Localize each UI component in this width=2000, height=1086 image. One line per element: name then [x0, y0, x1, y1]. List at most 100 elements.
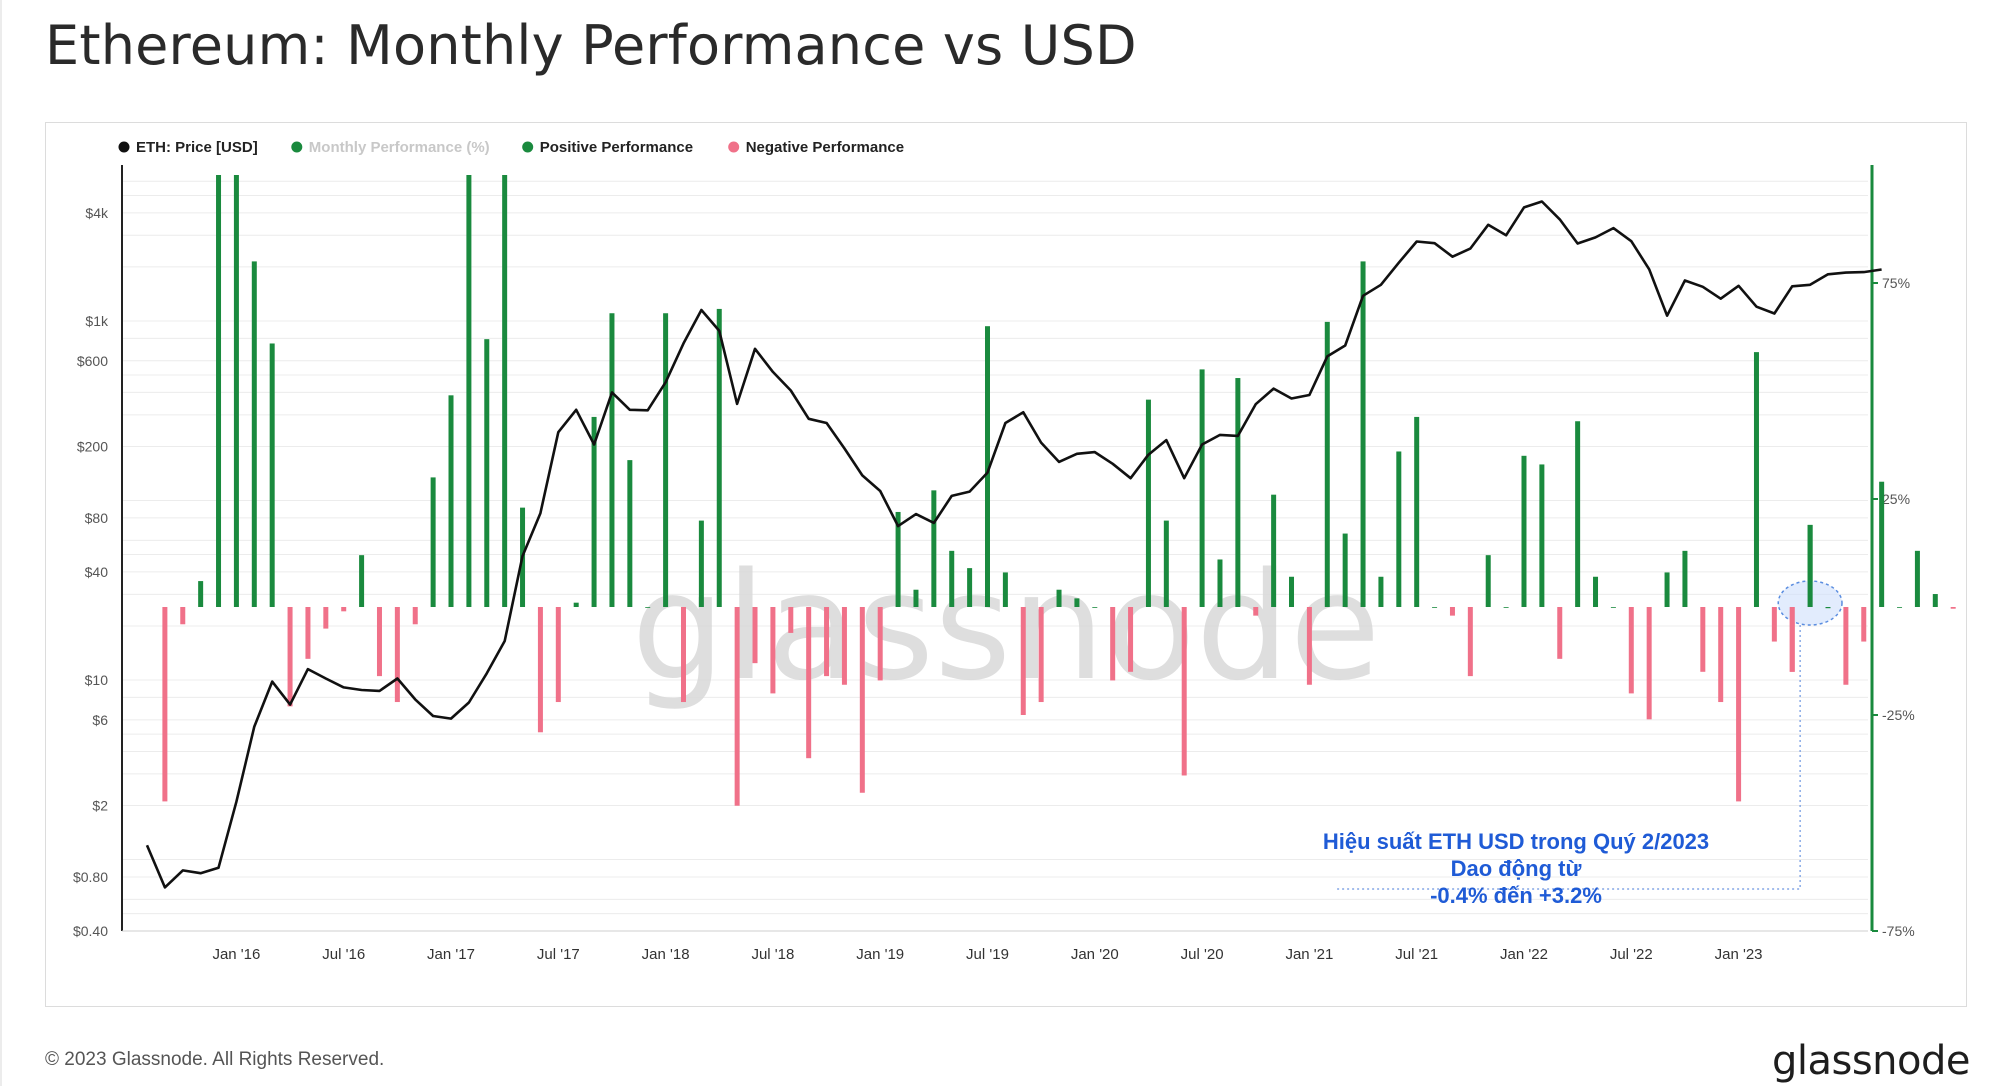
positive-bar [913, 589, 919, 607]
annotation-line: Hiệu suất ETH USD trong Quý 2/2023 [1323, 829, 1709, 854]
positive-bar [1593, 576, 1599, 607]
annotation-line: -0.4% đến +3.2% [1430, 883, 1602, 908]
left-axis-tick-label: $2 [92, 798, 108, 814]
highlighted-bar [1825, 607, 1831, 609]
x-tick-label: Jul '18 [751, 946, 794, 963]
left-axis-tick-label: $10 [85, 672, 109, 688]
negative-bar [180, 607, 186, 625]
negative-bar [341, 607, 347, 612]
chart-canvas: glassnode ETH: Price [USD] Monthly Perfor… [73, 139, 1956, 963]
negative-bar [376, 607, 382, 677]
negative-bar [734, 607, 740, 806]
positive-bar [663, 313, 669, 607]
positive-bar [1145, 399, 1151, 607]
positive-bar [251, 261, 257, 607]
positive-bar [1503, 607, 1509, 608]
left-axis-tick-label: $80 [85, 510, 109, 526]
negative-bar [1306, 607, 1312, 685]
positive-bar [573, 602, 579, 607]
negative-bar [680, 607, 686, 703]
positive-bar [591, 416, 597, 607]
left-axis-tick-label: $0.40 [73, 923, 108, 939]
page-title: Ethereum: Monthly Performance vs USD [45, 14, 1137, 77]
x-tick-label: Jul '19 [966, 946, 1009, 963]
positive-bar [1396, 451, 1402, 607]
x-tick-label: Jul '16 [322, 946, 365, 963]
negative-bar [1950, 607, 1956, 609]
price-line [145, 200, 1882, 889]
copyright-text: © 2023 Glassnode. All Rights Reserved. [45, 1049, 385, 1070]
negative-bar [1467, 607, 1473, 677]
positive-bar [1575, 421, 1581, 607]
legend[interactable]: ETH: Price [USD] Monthly Performance (%) P… [118, 139, 905, 156]
positive-bar [198, 581, 204, 607]
positive-bar [1432, 607, 1438, 608]
legend-marker [522, 141, 534, 153]
positive-bar [1879, 481, 1885, 607]
negative-bar [788, 607, 794, 633]
positive-bar [1199, 369, 1205, 607]
left-axis-tick-label: $0.80 [73, 869, 108, 885]
negative-bar [1449, 607, 1455, 616]
positive-bar [627, 460, 633, 607]
left-axis-tick-label: $40 [85, 564, 109, 580]
negative-bar [412, 607, 418, 625]
negative-bar [1736, 607, 1742, 802]
watermark-text: glassnode [631, 541, 1380, 713]
x-tick-label: Jan '17 [427, 946, 475, 963]
negative-bar [323, 607, 329, 629]
negative-bar [1700, 607, 1706, 672]
right-axis-tick-label: 75% [1882, 275, 1910, 291]
right-axis-tick-label: -75% [1882, 923, 1915, 939]
x-tick-label: Jan '22 [1500, 946, 1548, 963]
positive-bar [1092, 607, 1098, 608]
x-tick-label: Jan '20 [1071, 946, 1119, 963]
positive-bar [1521, 455, 1527, 607]
negative-bar [305, 607, 311, 659]
positive-bar [1897, 607, 1903, 608]
price-line-group [145, 200, 1882, 889]
positive-bar [1414, 416, 1420, 607]
positive-bar [1163, 520, 1169, 607]
positive-bar [484, 339, 490, 607]
negative-bar [537, 607, 543, 733]
chart-panel: glassnode ETH: Price [USD] Monthly Perfor… [45, 122, 1967, 1007]
negative-bar [1861, 607, 1867, 642]
left-axis-tick-label: $1k [85, 313, 109, 329]
positive-bar [430, 477, 436, 607]
legend-label: Monthly Performance (%) [309, 139, 490, 156]
positive-bar [1932, 594, 1938, 607]
positive-bar [1289, 576, 1295, 607]
x-tick-label: Jan '16 [212, 946, 260, 963]
positive-bar [1485, 555, 1491, 607]
axes: $4k $1k $600 $200 $80 $40 $10 $6 $2 $0.80 $0.40 75%… [73, 165, 1915, 963]
legend-marker [728, 141, 740, 153]
positive-bar [895, 511, 901, 607]
positive-bar [1360, 261, 1366, 607]
negative-bar [162, 607, 168, 802]
right-axis-tick-label: 25% [1882, 491, 1910, 507]
left-axis-tick-label: $4k [85, 205, 109, 221]
positive-bar [645, 607, 651, 608]
negative-bar [394, 607, 400, 703]
negative-bar [1843, 607, 1849, 685]
x-tick-label: Jan '23 [1715, 946, 1763, 963]
negative-bar [1181, 607, 1187, 776]
negative-bar [1557, 607, 1563, 659]
negative-bar [1771, 607, 1777, 642]
negative-bar [1128, 607, 1134, 672]
positive-bar [949, 550, 955, 607]
negative-bar [1646, 607, 1652, 720]
left-edge-rule [0, 0, 2, 1086]
left-axis-tick-label: $6 [92, 712, 108, 728]
positive-bar [931, 490, 937, 607]
negative-bar [1020, 607, 1026, 715]
negative-bar [841, 607, 847, 685]
positive-bar [698, 520, 704, 607]
x-tick-label: Jul '20 [1181, 946, 1224, 963]
legend-marker [118, 141, 130, 153]
negative-bar [877, 607, 883, 681]
negative-bar [824, 607, 830, 677]
positive-bar [1324, 321, 1330, 607]
